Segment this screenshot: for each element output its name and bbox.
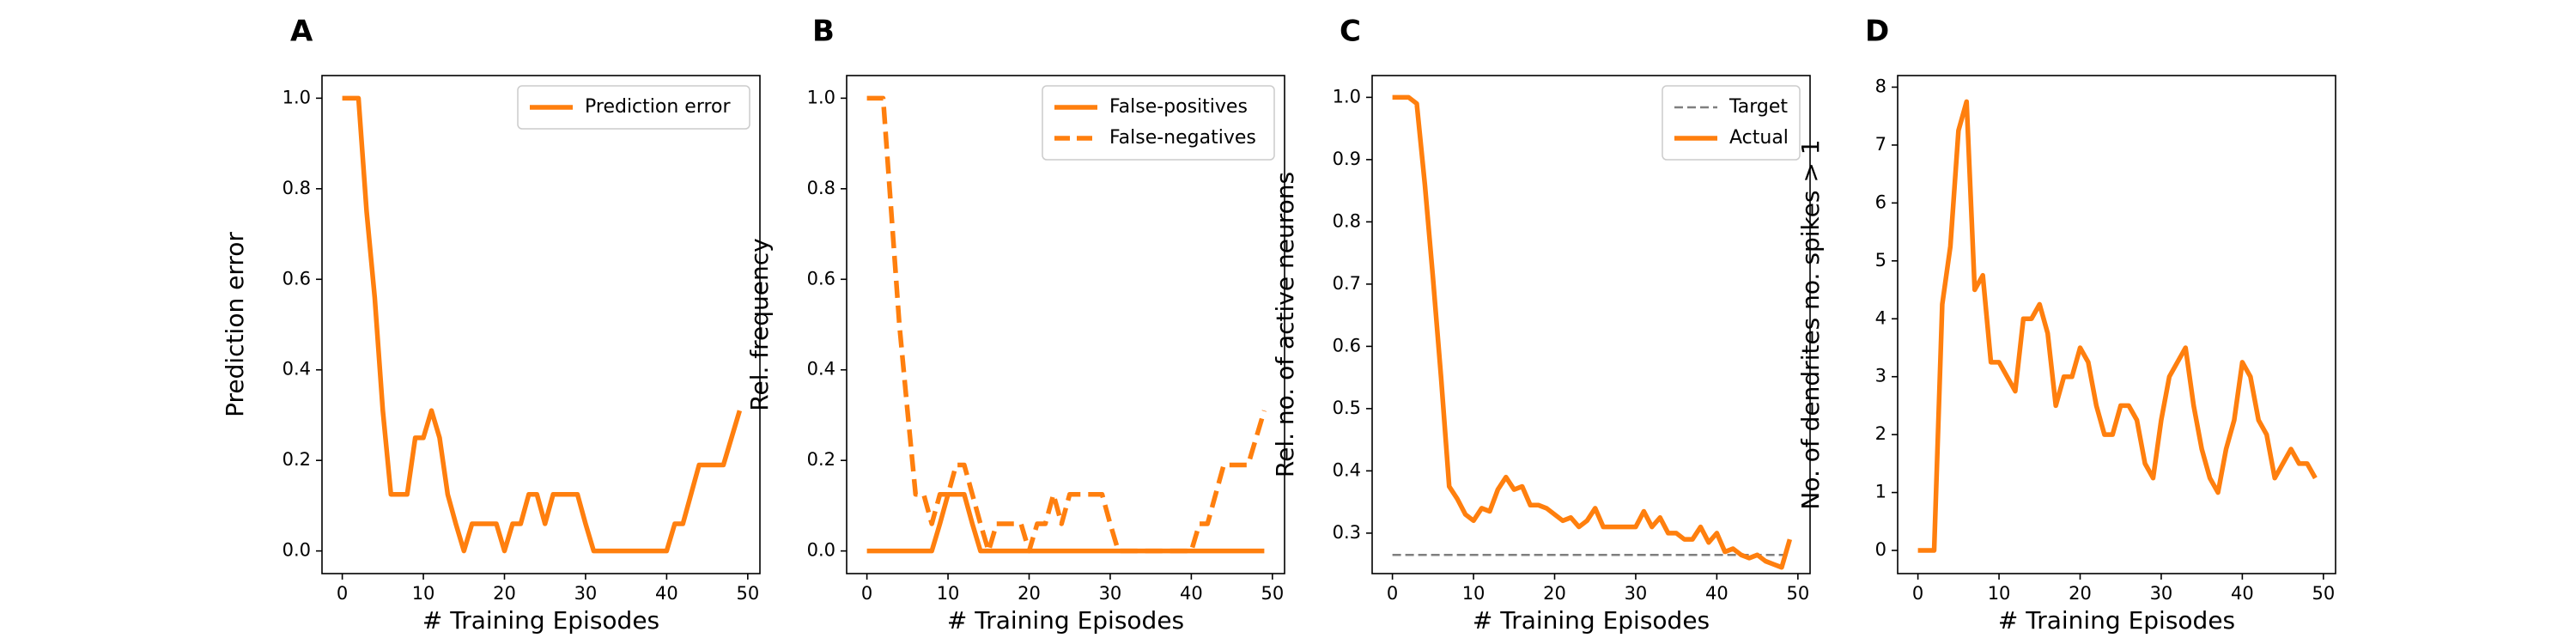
y-axis-label: Prediction error: [221, 232, 249, 417]
y-tick-label: 1.0: [1333, 86, 1361, 106]
legend-entry: False-negatives: [1109, 127, 1256, 149]
x-axis-label: # Training Episodes: [1998, 606, 2235, 635]
y-tick-label: 0.0: [807, 540, 835, 561]
y-axis-label: No. of dendrites no. spikes > 1: [1796, 139, 1825, 509]
y-tick-label: 0.4: [807, 359, 835, 380]
y-tick-label: 0.6: [283, 268, 311, 289]
y-tick-label: 3: [1875, 366, 1886, 386]
axes-frame: [321, 75, 761, 574]
series-line-prediction-error: [342, 95, 743, 554]
x-tick-label: 10: [1462, 583, 1485, 604]
y-tick-label: 4: [1875, 307, 1886, 328]
y-tick-label: 0.2: [283, 449, 311, 470]
x-tick-label: 10: [412, 583, 435, 604]
x-tick-label: 20: [1018, 583, 1041, 604]
series-line-false-positives: [866, 491, 1265, 554]
series-line-false-negatives: [866, 95, 1267, 554]
x-tick-label: 10: [937, 583, 960, 604]
y-tick-label: 8: [1875, 76, 1886, 96]
y-tick-label: 0.3: [1333, 522, 1361, 543]
y-axis-label: Rel. no. of active neurons: [1271, 172, 1299, 477]
x-tick-label: 50: [736, 583, 759, 604]
x-tick-label: 20: [2069, 583, 2092, 604]
y-tick-label: 1.0: [283, 87, 311, 107]
panel-label-a: A: [290, 15, 313, 49]
x-tick-label: 0: [337, 583, 348, 604]
series-line-0: [1917, 99, 2318, 553]
panel-c: C 0 10 20 30 40 50 0.3 0.4 0.5 0.6 0.7 0.8 0.9 1.0 # Tr…: [1271, 15, 1811, 635]
y-tick-label: 0.7: [1333, 273, 1361, 294]
axes-frame: [846, 75, 1285, 574]
x-tick-label: 40: [655, 583, 678, 604]
panel-d: D 0 10 20 30 40 50 0 1 2 3 4 5 6 7 8 # Training Episodes…: [1796, 15, 2336, 635]
panel-b: B 0 10 20 30 40 50 0.0 0.2 0.4 0.6 0.8 1.0 # Training…: [745, 15, 1285, 635]
x-tick-label: 10: [1988, 583, 2011, 604]
y-tick-label: 0.4: [283, 359, 311, 380]
x-tick-label: 0: [1912, 583, 1923, 604]
legend: False-positives False-negatives: [1042, 85, 1275, 161]
y-tick-label: 0.8: [283, 178, 311, 198]
y-tick-label: 2: [1875, 423, 1886, 444]
legend-entry: Prediction error: [585, 96, 731, 118]
axes-frame: [1371, 75, 1811, 574]
x-axis-label: # Training Episodes: [422, 606, 659, 635]
x-tick-label: 0: [861, 583, 872, 604]
y-tick-label: 0.8: [807, 178, 835, 198]
panel-a: A 0 10 20 30 40 50 0.0 0.2 0.4 0.6 0.8 1.0 # Training…: [221, 15, 761, 635]
x-axis-label: # Training Episodes: [947, 606, 1184, 635]
x-tick-label: 30: [1099, 583, 1122, 604]
x-tick-label: 50: [1786, 583, 1809, 604]
x-axis-label: # Training Episodes: [1473, 606, 1710, 635]
x-tick-label: 20: [1543, 583, 1566, 604]
legend-entry: Actual: [1729, 127, 1789, 149]
y-tick-label: 0.6: [1333, 335, 1361, 355]
y-tick-label: 6: [1875, 191, 1886, 212]
y-tick-label: 0.5: [1333, 398, 1361, 418]
axes-frame: [1897, 75, 2336, 574]
y-tick-label: 1: [1875, 482, 1886, 502]
y-tick-label: 7: [1875, 134, 1886, 155]
x-tick-label: 40: [1180, 583, 1203, 604]
x-tick-label: 40: [2231, 583, 2254, 604]
x-tick-label: 30: [574, 583, 598, 604]
y-tick-label: 0: [1875, 539, 1886, 560]
panel-label-c: C: [1340, 15, 1361, 49]
x-tick-label: 30: [1625, 583, 1648, 604]
y-tick-label: 1.0: [807, 87, 835, 107]
panel-label-b: B: [812, 15, 835, 49]
x-tick-label: 30: [2150, 583, 2173, 604]
legend: Target Actual: [1662, 85, 1801, 161]
y-tick-label: 0.8: [1333, 210, 1361, 231]
y-tick-label: 0.9: [1333, 149, 1361, 169]
x-tick-label: 50: [1261, 583, 1284, 604]
y-tick-label: 0.4: [1333, 459, 1361, 480]
y-tick-label: 5: [1875, 250, 1886, 270]
legend-entry: False-positives: [1109, 96, 1248, 118]
y-tick-label: 0.0: [283, 540, 311, 561]
legend-entry: Target: [1728, 96, 1788, 118]
y-tick-label: 0.6: [807, 268, 835, 289]
x-tick-label: 20: [493, 583, 516, 604]
panel-label-d: D: [1865, 15, 1889, 49]
series-line-actual: [1392, 94, 1793, 570]
y-axis-label: Rel. frequency: [745, 238, 774, 410]
y-tick-label: 0.2: [807, 449, 835, 470]
x-tick-label: 50: [2312, 583, 2335, 604]
x-tick-label: 0: [1387, 583, 1398, 604]
x-tick-label: 40: [1705, 583, 1728, 604]
legend: Prediction error: [517, 85, 750, 130]
